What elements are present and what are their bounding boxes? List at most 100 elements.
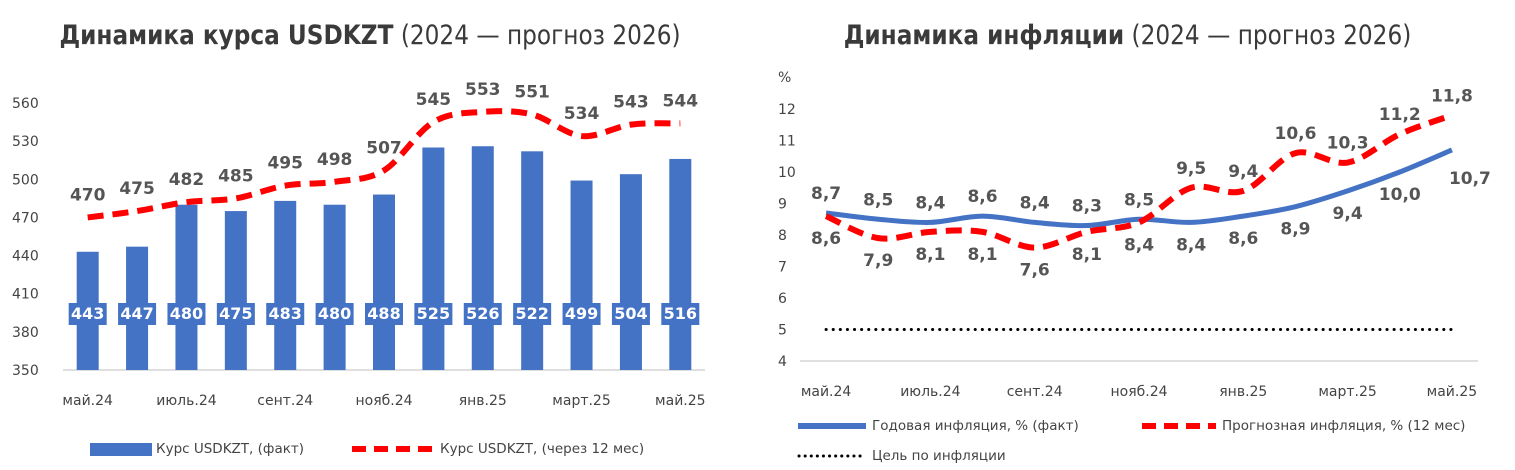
bar-label-bg (68, 303, 107, 325)
x-tick-label: март.25 (552, 393, 610, 409)
forecast-value-label: 482 (169, 170, 205, 190)
bar-label-bg (463, 303, 502, 325)
bar-label-bg (315, 303, 354, 325)
forecast-value-label: 544 (663, 91, 699, 111)
x-tick-label: май.24 (62, 393, 113, 409)
bar-label-bg (414, 303, 453, 325)
bar-label-bg (118, 303, 157, 325)
inflation-legend-forecast: Прогнозная инфляция, % (12 мес) (1140, 418, 1465, 434)
bar-value-label: 443 (71, 304, 104, 323)
bar-value-label: 499 (565, 304, 598, 323)
bar-value-label: 480 (318, 304, 351, 323)
dashed-line-swatch (352, 446, 434, 452)
dashed-line-swatch (1142, 423, 1216, 429)
actual-value-label: 9,4 (1333, 204, 1363, 224)
actual-value-label: 8,3 (1072, 197, 1102, 217)
x-tick-label: нояб.24 (1110, 384, 1167, 400)
bar-авг.24 (224, 211, 247, 370)
forecast-value-label: 11,8 (1431, 86, 1473, 106)
y-tick-label: 8 (778, 228, 787, 244)
actual-value-label: 10,0 (1379, 185, 1421, 205)
bar-label-bg (266, 303, 305, 325)
actual-value-label: 8,9 (1280, 220, 1310, 240)
y-tick-label: 5 (778, 323, 787, 339)
forecast-value-label: 543 (613, 93, 649, 113)
actual-value-label: 8,4 (1176, 235, 1206, 255)
bar-value-label: 504 (614, 304, 647, 323)
legend-target-label: Цель по инфляции (872, 448, 1006, 464)
y-tick-label: 380 (12, 325, 39, 341)
y-tick-label: 350 (12, 363, 39, 379)
y-tick-label: 6 (778, 291, 787, 307)
x-tick-label: янв.25 (1219, 384, 1267, 400)
y-tick-label: 7 (778, 260, 787, 276)
forecast-value-label: 545 (416, 90, 452, 110)
inflation-title-main: Динамика инфляции (843, 20, 1125, 51)
y-tick-label: 9 (778, 197, 787, 213)
y-tick-label: 4 (778, 354, 787, 370)
bar-апр.25 (619, 174, 642, 370)
y-tick-label: 470 (12, 210, 39, 226)
bar-value-label: 516 (664, 304, 697, 323)
bar-label-bg (562, 303, 601, 325)
inflation-chart-panel: Динамика инфляции (2024 — прогноз 2026) … (740, 0, 1515, 470)
forecast-value-label: 498 (317, 150, 353, 170)
x-tick-label: сент.24 (257, 393, 313, 409)
actual-value-label: 8,5 (863, 190, 893, 210)
actual-value-label: 8,6 (967, 187, 997, 207)
actual-value-label: 8,4 (1020, 193, 1050, 213)
bar-value-label: 525 (417, 304, 450, 323)
x-tick-label: нояб.24 (355, 393, 412, 409)
forecast-value-label: 534 (564, 104, 600, 124)
x-tick-label: март.25 (1318, 384, 1376, 400)
bar-сент.24 (274, 200, 297, 370)
usdkzt-title-main: Динамика курса USDKZT (59, 20, 394, 51)
forecast-value-label: 551 (514, 82, 550, 102)
bar-value-label: 483 (269, 304, 302, 323)
y-tick-label: 11 (778, 134, 796, 150)
bar-value-label: 475 (219, 304, 252, 323)
legend-bars-label: Курс USDKZT, (факт) (156, 441, 304, 457)
bar-label-bg (216, 303, 255, 325)
legend-actual-label: Годовая инфляция, % (факт) (872, 418, 1079, 434)
usdkzt-legend-bars: Курс USDKZT, (факт) (90, 441, 304, 457)
forecast-value-label: 475 (119, 179, 155, 199)
bar-swatch (90, 442, 152, 456)
forecast-inflation-line (824, 112, 1453, 251)
bar-value-label: 480 (170, 304, 203, 323)
inflation-title-sub: (2024 — прогноз 2026) (1131, 20, 1412, 51)
x-tick-label: май.25 (1427, 384, 1478, 400)
forecast-value-label: 8,4 (1124, 235, 1154, 255)
usdkzt-chart-panel: Динамика курса USDKZT (2024 — прогноз 20… (0, 0, 740, 470)
bar-value-label: 522 (515, 304, 548, 323)
usdkzt-legend-line: Курс USDKZT, (через 12 мес) (350, 441, 644, 457)
bar-label-bg (513, 303, 552, 325)
bar-label-bg (167, 303, 206, 325)
y-tick-label: 560 (12, 96, 39, 112)
bar-label-bg (661, 303, 700, 325)
forecast-value-label: 8,1 (967, 245, 997, 265)
inflation-legend-actual: Годовая инфляция, % (факт) (796, 418, 1079, 434)
x-tick-label: май.24 (801, 384, 852, 400)
forecast-value-label: 8,6 (811, 229, 841, 249)
forecast-line-usdkzt (87, 108, 681, 221)
forecast-value-label: 7,6 (1020, 261, 1050, 281)
y-tick-label: 410 (12, 287, 39, 303)
x-tick-label: май.25 (655, 393, 706, 409)
bar-нояб.24 (373, 194, 395, 370)
solid-line-swatch (798, 423, 866, 429)
forecast-value-label: 10,3 (1327, 134, 1369, 154)
x-tick-label: сент.24 (1007, 384, 1063, 400)
inflation-legend-target: Цель по инфляции (796, 448, 1006, 464)
forecast-value-label: 507 (366, 138, 402, 158)
x-tick-label: июль.24 (900, 384, 960, 400)
actual-value-label: 8,5 (1124, 190, 1154, 210)
bar-label-bg (365, 303, 403, 325)
actual-value-label: 8,6 (1228, 229, 1258, 249)
bar-дек.24 (422, 147, 445, 370)
forecast-value-label: 9,5 (1176, 159, 1206, 179)
usdkzt-chart-svg: 350 380 410 440 470 500 530 560 443 447 480 475 483 4… (12, 80, 706, 409)
bar-март.25 (570, 180, 593, 370)
legend-line-label: Курс USDKZT, (через 12 мес) (440, 441, 645, 457)
forecast-value-label: 553 (465, 80, 501, 100)
